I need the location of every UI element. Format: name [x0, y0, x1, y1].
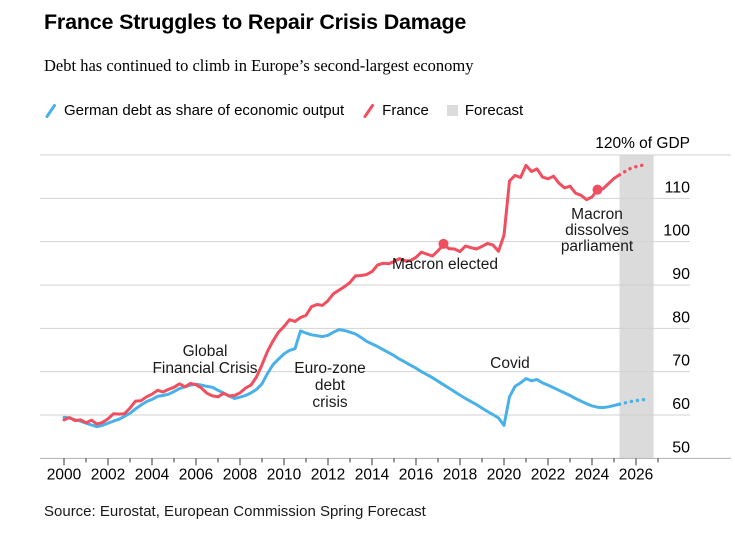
- event-marker-dot: [438, 238, 449, 249]
- x-tick-label: 2024: [575, 466, 610, 483]
- x-tick-label: 2020: [487, 466, 522, 483]
- series-france-forecast: [617, 162, 649, 177]
- forecast-swatch-icon: [446, 105, 458, 116]
- annotation-text: Euro-zone: [294, 360, 366, 377]
- gridlines: [40, 154, 731, 416]
- chart-area: 2000 2002 2004 2006 2008 2010 2012 2014 2016 2018…: [0, 130, 735, 490]
- annotation-text: crisis: [312, 394, 348, 411]
- legend-label-germany: German debt as share of economic output: [64, 102, 345, 119]
- x-tick-label: 2014: [355, 466, 390, 483]
- annotation-text: Covid: [490, 355, 530, 372]
- x-tick-label: 2026: [619, 466, 653, 483]
- series-france: [62, 163, 621, 426]
- x-tick-label: 2022: [531, 466, 565, 483]
- x-tick-label: 2018: [443, 466, 477, 483]
- x-axis-ticks: 2000 2002 2004 2006 2008 2010 2012 2014 2016 2018…: [47, 458, 659, 483]
- legend-item-france: France: [362, 102, 429, 119]
- x-tick-label: 2016: [399, 466, 433, 483]
- legend-label-forecast: Forecast: [464, 102, 524, 119]
- annotation-text: parliament: [561, 238, 634, 255]
- y-tick-label: 110: [664, 179, 690, 196]
- series-germany-forecast: [617, 397, 649, 406]
- x-tick-label: 2008: [223, 466, 257, 483]
- y-tick-label: 50: [672, 439, 690, 456]
- source-note: Source: Eurostat, European Commission Sp…: [44, 503, 426, 520]
- x-tick-label: 2000: [47, 466, 82, 483]
- annotation-text: Financial Crisis: [152, 360, 257, 377]
- event-marker-dot: [592, 184, 603, 195]
- y-tick-label: 70: [672, 353, 690, 370]
- france-line-swatch-icon: [363, 103, 375, 118]
- y-tick-label: 60: [672, 396, 690, 413]
- legend: German debt as share of economic output …: [44, 102, 523, 119]
- forecast-band: [619, 155, 654, 459]
- legend-label-france: France: [382, 102, 429, 119]
- x-tick-label: 2012: [311, 466, 345, 483]
- x-tick-label: 2002: [91, 466, 125, 483]
- series-germany: [62, 328, 621, 429]
- y-tick-label: 80: [672, 309, 690, 326]
- x-tick-label: 2010: [267, 466, 302, 483]
- legend-item-forecast: Forecast: [446, 102, 524, 119]
- legend-item-germany: German debt as share of economic output: [44, 102, 344, 119]
- annotation-text: Global: [183, 343, 228, 360]
- debt-line-chart: 2000 2002 2004 2006 2008 2010 2012 2014 2016 2018…: [40, 135, 731, 483]
- annotation-text: debt: [315, 377, 346, 394]
- chart-subtitle: Debt has continued to climb in Europe’s …: [44, 56, 474, 75]
- y-tick-label: 100: [663, 223, 690, 240]
- page-title: France Struggles to Repair Crisis Damage: [44, 10, 467, 34]
- y-axis-labels: 110 100 90 80 70 60 50 120% of GDP: [595, 135, 690, 456]
- x-tick-label: 2006: [179, 466, 213, 483]
- germany-line-swatch-icon: [45, 103, 56, 118]
- annotation-text: dissolves: [565, 222, 629, 239]
- annotation-text: Macron elected: [392, 256, 498, 273]
- y-axis-unit-label: 120% of GDP: [595, 135, 690, 152]
- y-tick-label: 90: [672, 266, 690, 283]
- x-tick-label: 2004: [135, 466, 170, 483]
- annotation-text: Macron: [571, 206, 623, 223]
